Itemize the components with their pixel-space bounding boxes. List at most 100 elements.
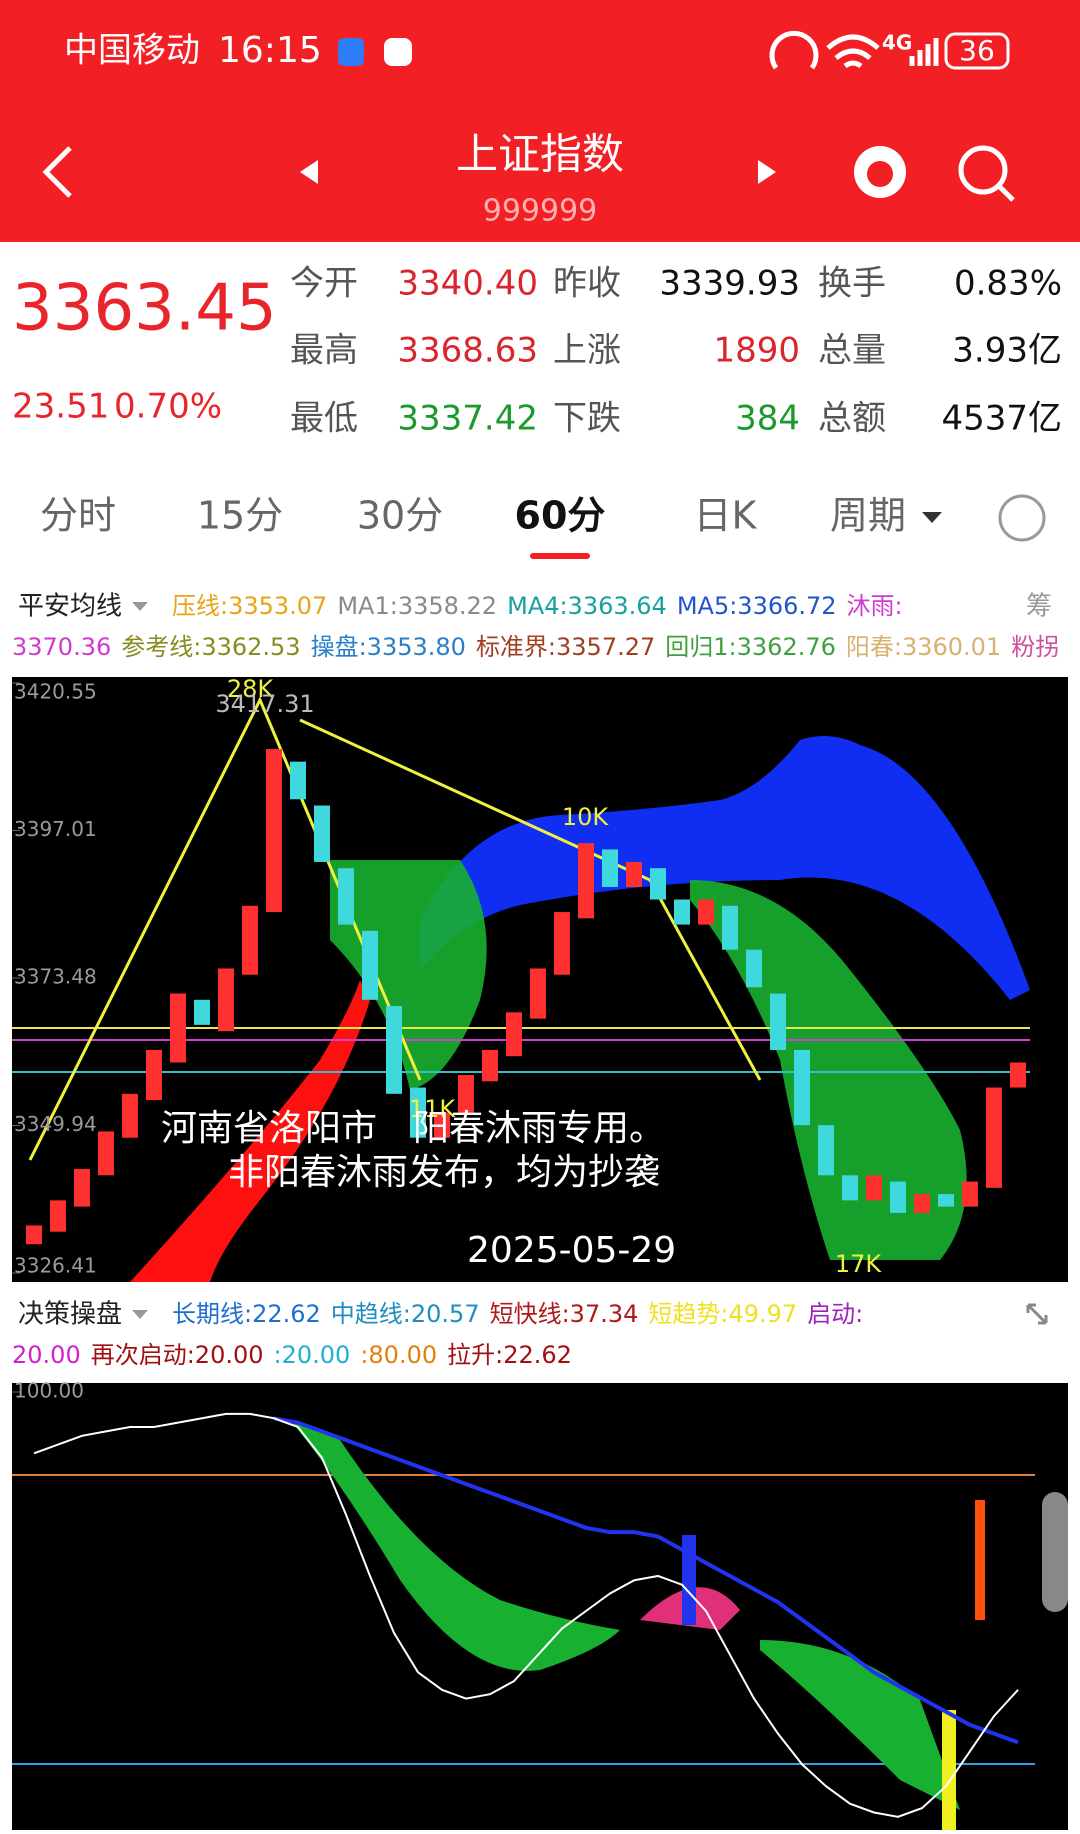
watermark: 2025-05-29 [467,1230,676,1271]
candle-body [890,1181,906,1213]
legend-item: MA4:3363.64 [507,592,667,620]
tab[interactable]: 30分 [357,494,443,538]
legend-item: :80.00 [360,1341,437,1369]
candle-body [242,905,258,975]
indicator-menu[interactable]: 决策操盘 [18,1300,122,1330]
prev-button[interactable] [300,160,318,184]
candle-body [578,843,594,919]
field-label: 总量 [818,331,886,371]
speed-icon [769,30,819,70]
candle-body [938,1194,954,1207]
battery-outline [944,32,1010,70]
change-percent: 0.70% [114,387,222,427]
legend-item: :20.00 [274,1341,351,1369]
field-label: 最低 [290,399,358,439]
marker-bar [942,1710,956,1830]
candle-body [650,868,666,900]
candle-body [914,1194,930,1213]
legend-item: 标准界:3357.27 [476,633,655,661]
next-button[interactable] [758,160,776,184]
expand-button[interactable] [1026,1303,1048,1325]
legend-item: 短趋势:49.97 [648,1300,797,1328]
candle-body [506,1012,522,1057]
legend-line: 3370.36 参考线:3362.53 操盘:3353.80 标准界:3357.27 回… [12,633,1059,661]
green-cloud [330,860,487,1090]
field-label: 今开 [290,264,358,304]
legend-item: 回归1:3362.76 [665,633,836,661]
candle-body [794,1049,810,1126]
candle-body [674,899,690,925]
signal-icon [909,38,939,66]
y-tick-label: 3349.94 [14,1112,97,1136]
menu-arrow [132,602,148,611]
green-cloud [760,1640,960,1810]
indicator-menu[interactable]: 平安均线 [18,592,122,622]
tab[interactable]: 60分 [515,494,606,538]
candle-body [122,1093,138,1138]
field-value: 3337.42 [397,399,538,439]
candle-body [290,761,306,800]
wifi-icon [826,34,880,69]
candle-body [986,1087,1002,1188]
settings-button[interactable] [998,494,1046,542]
legend-item: MA5:3366.72 [677,592,837,620]
field-label: 换手 [818,264,886,304]
back-button[interactable] [42,146,72,198]
field-value: 4537亿 [941,399,1062,439]
legend-item: 3370.36 [12,633,111,661]
series-line [33,1412,1019,1818]
field-label: 昨收 [553,264,621,304]
tab[interactable]: 周期 [830,494,906,538]
blue-cloud [420,736,1030,1000]
legend-item: MA1:3358.22 [337,592,497,620]
menu-arrow [132,1310,148,1319]
field-label: 总额 [818,399,886,439]
sub-decoration [12,1420,1035,1830]
y-tick-label: 3373.48 [14,965,97,989]
dropdown-arrow [922,512,942,523]
candle-body [698,899,714,925]
tab[interactable]: 15分 [197,494,283,538]
legend-line: 20.00 再次启动:20.00:20.00:80.00 拉升:22.62 [12,1341,572,1369]
quote-grid: 今开 3340.40 昨收 3339.93 换手 0.83% 最高 3368.63 上涨 1890… [290,264,1062,439]
tab[interactable]: 日K [694,494,758,538]
carrier: 中国移动 [64,31,200,71]
field-value: 384 [735,399,800,439]
period-tabs: 分时 15分 30分 60分 日K 周期 [40,494,942,559]
candle-body [338,868,354,925]
stock-code: 999999 [483,194,598,229]
candle-body [866,1175,882,1201]
candle-body [362,930,378,1000]
search-button[interactable] [958,145,1008,195]
candle-body [218,968,234,1032]
field-value: 3340.40 [397,264,538,304]
annotation: 3417.31 [215,690,314,718]
candle-body [194,999,210,1025]
last-price: 3363.45 [12,272,277,346]
marker-bar [975,1500,985,1620]
legend-item: 粉拐 [1011,633,1059,661]
legend-item: 沐雨: [847,592,903,620]
green-cloud [290,1420,620,1671]
tab[interactable]: 分时 [40,494,116,538]
candle-body [266,749,282,913]
candle-body [1010,1062,1026,1088]
candle-body [602,849,618,887]
candle-body [626,861,642,887]
stock-title: 上证指数 [456,130,624,179]
field-value: 3368.63 [397,331,538,371]
side-handle[interactable] [1042,1492,1068,1612]
shield-icon [338,38,364,66]
legend-extra: 筹 [1026,592,1052,622]
candle-body [554,912,570,975]
candle-body [386,1006,402,1094]
field-label: 下跌 [553,399,621,439]
legend-item: 参考线:3362.53 [121,633,300,661]
legend-item: 压线:3353.07 [172,592,327,620]
legend-item: 拉升:22.62 [447,1341,572,1369]
candle-body [770,993,786,1050]
field-value: 3339.93 [659,264,800,304]
legend-item: 再次启动:20.00 [91,1341,264,1369]
